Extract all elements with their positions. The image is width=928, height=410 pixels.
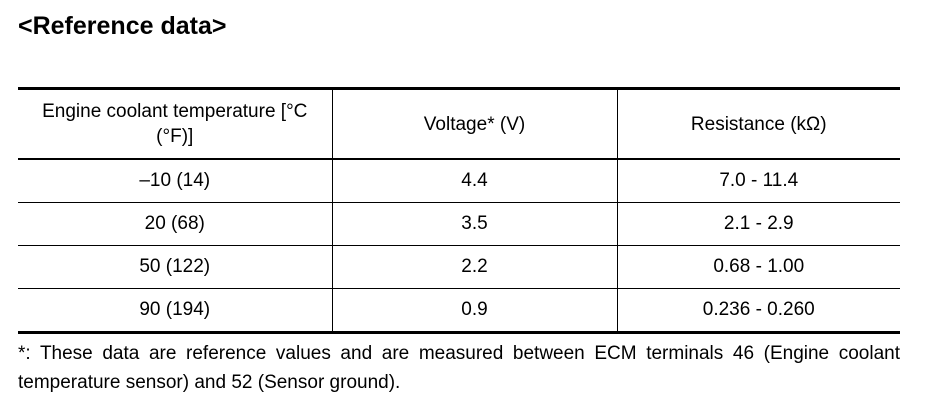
reference-table: Engine coolant temperature [°C (°F)] Vol… xyxy=(18,87,900,334)
table-cell: 50 (122) xyxy=(18,245,332,289)
table-cell: 20 (68) xyxy=(18,202,332,246)
table-cell: 0.9 xyxy=(331,288,617,334)
header-row: Engine coolant temperature [°C (°F)] Vol… xyxy=(18,87,900,160)
table-row: 20 (68) 3.5 2.1 - 2.9 xyxy=(18,202,900,246)
table-cell: 3.5 xyxy=(331,202,617,246)
table-cell: 90 (194) xyxy=(18,288,332,334)
table-header: Engine coolant temperature [°C (°F)] Vol… xyxy=(18,87,900,160)
table-cell: 2.2 xyxy=(331,245,617,289)
table-row: 90 (194) 0.9 0.236 - 0.260 xyxy=(18,288,900,334)
column-header: Resistance (kΩ) xyxy=(616,87,900,160)
footnote: *: These data are reference values and a… xyxy=(18,343,900,393)
table-row: –10 (14) 4.4 7.0 - 11.4 xyxy=(18,158,900,203)
column-header: Engine coolant temperature [°C (°F)] xyxy=(18,87,332,160)
table-cell: 0.68 - 1.00 xyxy=(616,245,900,289)
table-cell: –10 (14) xyxy=(18,158,332,203)
section-title: <Reference data> xyxy=(18,12,227,40)
table-row: 50 (122) 2.2 0.68 - 1.00 xyxy=(18,245,900,289)
table-cell: 2.1 - 2.9 xyxy=(616,202,900,246)
table-cell: 4.4 xyxy=(331,158,617,203)
table-body: –10 (14) 4.4 7.0 - 11.4 20 (68) 3.5 2.1 - 2.9… xyxy=(18,158,900,334)
column-header: Voltage* (V) xyxy=(331,87,617,160)
table-cell: 7.0 - 11.4 xyxy=(616,158,900,203)
table-cell: 0.236 - 0.260 xyxy=(616,288,900,334)
